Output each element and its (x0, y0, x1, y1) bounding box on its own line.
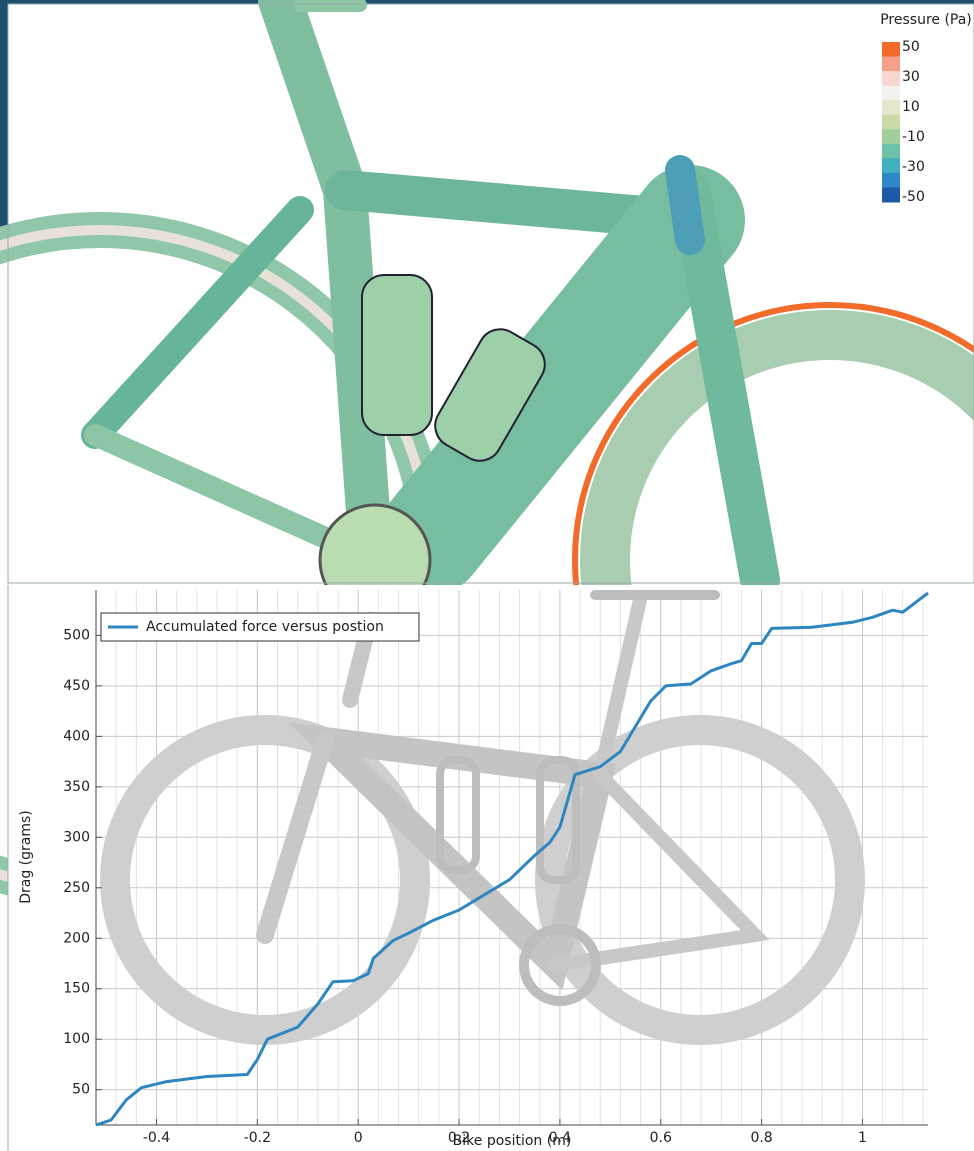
chart-panel (8, 585, 974, 1151)
colorbar-swatch (882, 172, 900, 188)
y-tick-label: 200 (63, 930, 90, 946)
colorbar-tick-label: 10 (902, 99, 920, 115)
x-tick-label: -0.4 (143, 1130, 170, 1146)
y-axis-label: Drag (grams) (18, 810, 34, 904)
colorbar-swatch (882, 85, 900, 101)
colorbar-tick-label: -30 (902, 159, 925, 175)
colorbar-swatch (882, 100, 900, 116)
colorbar-tick-label: -50 (902, 189, 925, 205)
data-line (95, 591, 929, 1127)
y-tick-label: 250 (63, 880, 90, 896)
colorbar-swatch (882, 143, 900, 159)
colorbar-swatch (882, 158, 900, 174)
y-tick-label: 150 (63, 981, 90, 997)
colorbar-tick-label: -10 (902, 129, 925, 145)
y-tick-label: 350 (63, 779, 90, 795)
x-tick-label: 0.8 (750, 1130, 772, 1146)
y-tick-label: 50 (72, 1082, 90, 1098)
colorbar-swatch (882, 56, 900, 72)
x-tick-label: -0.2 (244, 1130, 271, 1146)
y-tick-label: 500 (63, 627, 90, 643)
y-tick-label: 400 (63, 728, 90, 744)
x-tick-label: 0.4 (549, 1130, 571, 1146)
y-tick-label: 300 (63, 829, 90, 845)
plot: Accumulated force versus postion (95, 590, 929, 1127)
bike-silhouette (100, 590, 865, 1045)
colorbar-swatch (882, 71, 900, 87)
colorbar-swatch (882, 129, 900, 145)
x-axis-label: Bike position (m) (453, 1133, 572, 1149)
x-tick-label: 0.2 (448, 1130, 470, 1146)
x-tick-label: 0.6 (650, 1130, 672, 1146)
colorbar-swatch (882, 187, 900, 203)
y-tick-label: 100 (63, 1031, 90, 1047)
y-tick-label: 450 (63, 678, 90, 694)
colorbar: Pressure (Pa) 50 30 10 -10 -30 -50 (880, 12, 972, 205)
colorbar-tick-label: 30 (902, 69, 920, 85)
colorbar-tick-label: 50 (902, 39, 920, 55)
legend-box (100, 612, 420, 642)
colorbar-swatch (882, 42, 900, 58)
colorbar-swatch (882, 114, 900, 130)
cfd-render (0, 0, 974, 908)
colorbar-title: Pressure (Pa) (880, 12, 972, 28)
legend-label: Accumulated force versus postion (146, 619, 384, 635)
x-tick-label: 1 (858, 1130, 867, 1146)
x-tick-label: 0 (354, 1130, 363, 1146)
